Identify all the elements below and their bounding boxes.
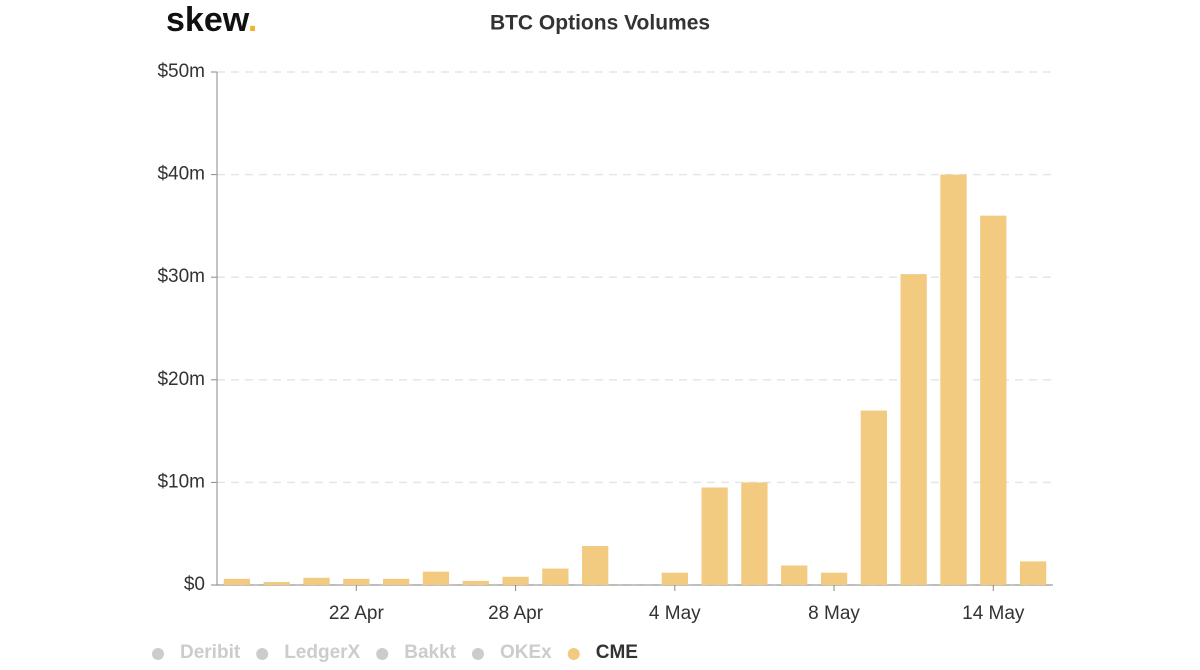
legend-marker[interactable] <box>567 648 580 660</box>
legend-label[interactable]: CME <box>596 642 638 663</box>
bar <box>343 578 370 585</box>
legend-label[interactable]: OKEx <box>500 642 552 663</box>
bar <box>1019 561 1047 585</box>
legend-marker[interactable] <box>152 648 164 660</box>
bar <box>462 580 489 585</box>
bar <box>781 565 808 585</box>
legend-label[interactable]: Bakkt <box>404 642 456 663</box>
legend-marker[interactable] <box>256 648 269 660</box>
bar <box>383 578 410 585</box>
x-tick-label: 8 May <box>808 603 860 624</box>
y-tick-label: $50m <box>157 61 205 82</box>
y-tick-label: $10m <box>157 471 205 492</box>
bar <box>701 487 728 585</box>
chart-title: BTC Options Volumes <box>490 12 710 35</box>
bar <box>223 578 251 585</box>
bar <box>860 410 887 585</box>
bar <box>303 577 330 585</box>
bar <box>263 581 290 585</box>
bar <box>542 568 569 585</box>
bar <box>980 215 1007 585</box>
y-tick-label: $0 <box>184 574 205 595</box>
y-tick-label: $20m <box>157 369 205 390</box>
logo-dot: . <box>248 1 257 39</box>
logo-text: skew <box>166 1 250 39</box>
bar <box>820 572 848 585</box>
bar <box>422 571 450 585</box>
bar <box>582 546 609 585</box>
x-tick-label: 22 Apr <box>329 603 385 624</box>
y-tick-label: $40m <box>157 164 205 185</box>
bar <box>502 576 529 585</box>
bar <box>940 174 967 585</box>
x-tick-label: 14 May <box>962 603 1025 624</box>
bar <box>900 274 927 585</box>
legend-marker[interactable] <box>471 648 484 660</box>
bar <box>741 482 768 585</box>
legend-label[interactable]: Deribit <box>180 642 241 663</box>
bar <box>661 572 688 585</box>
y-tick-label: $30m <box>157 266 205 287</box>
legend-marker[interactable] <box>376 648 389 660</box>
legend-label[interactable]: LedgerX <box>284 642 360 663</box>
logo: skew. <box>166 1 257 39</box>
x-tick-label: 28 Apr <box>488 603 544 624</box>
x-tick-label: 4 May <box>649 603 701 624</box>
